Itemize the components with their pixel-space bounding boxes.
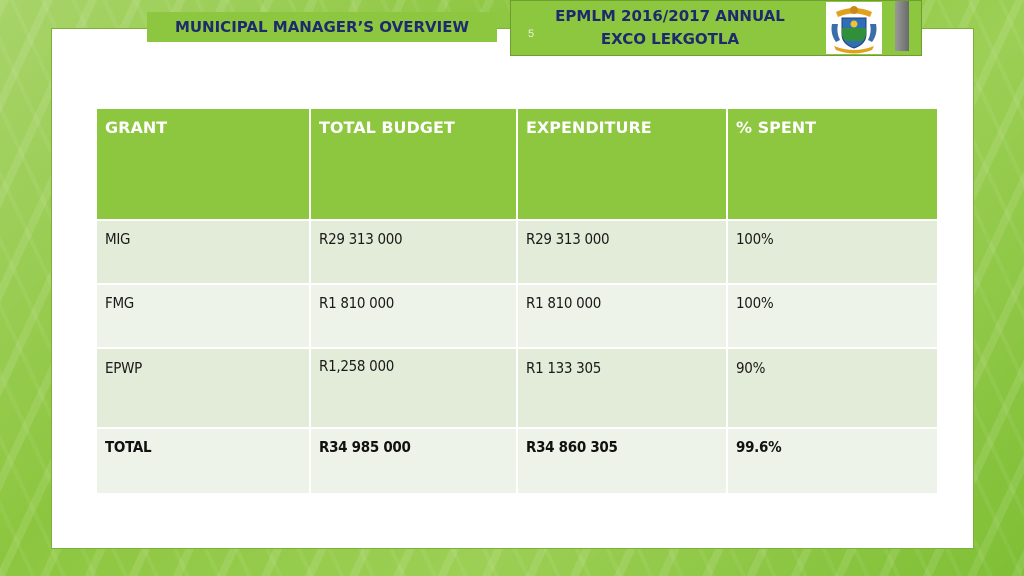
total-expenditure-cell: R34 860 305 [516,427,728,495]
percent-cell-text: 90% [736,359,766,377]
table-row: FMG R1 810 000 R1 810 000 100% [95,283,939,349]
percent-cell: 100% [726,219,939,285]
total-budget-cell: R34 985 000 [309,427,518,495]
event-title-line-2: EXCO LEKGOTLA [600,30,740,48]
percent-cell: 100% [726,283,939,349]
column-header-expenditure: EXPENDITURE [516,107,728,221]
table-total-row: TOTAL R34 985 000 R34 860 305 99.6% [95,427,939,495]
event-title-banner: EPMLM 2016/2017 ANNUAL EXCO LEKGOTLA 5 [510,0,922,56]
section-title: MUNICIPAL MANAGER’S OVERVIEW [174,18,470,36]
expenditure-cell: R1 810 000 [516,283,728,349]
expenditure-cell-text: R1 133 305 [526,359,602,377]
column-header-total-budget: TOTAL BUDGET [309,107,518,221]
grant-expenditure-table: GRANT TOTAL BUDGET EXPENDITURE % SPENT M… [95,107,939,495]
section-title-banner: MUNICIPAL MANAGER’S OVERVIEW [147,12,497,42]
grant-cell: MIG [95,219,311,285]
decorative-bar [895,1,909,51]
table-header-row: GRANT TOTAL BUDGET EXPENDITURE % SPENT [95,107,939,221]
grant-cell: FMG [95,283,311,349]
budget-cell: R1,258 000 [309,347,518,429]
municipal-crest-icon [826,2,882,54]
grant-cell: EPWP [95,347,311,429]
total-percent-cell: 99.6% [726,427,939,495]
total-label-cell: TOTAL [95,427,311,495]
page-number: 5 [528,28,535,40]
expenditure-cell: R1 133 305 [516,347,728,429]
budget-cell: R1 810 000 [309,283,518,349]
column-header-percent-spent: % SPENT [726,107,939,221]
expenditure-cell: R29 313 000 [516,219,728,285]
grant-cell-text: EPWP [105,359,142,377]
event-title-line-1: EPMLM 2016/2017 ANNUAL [555,7,785,25]
column-header-grant: GRANT [95,107,311,221]
percent-cell: 90% [726,347,939,429]
budget-cell: R29 313 000 [309,219,518,285]
table-row: MIG R29 313 000 R29 313 000 100% [95,219,939,285]
table-row: EPWP R1,258 000 R1 133 305 90% [95,347,939,429]
